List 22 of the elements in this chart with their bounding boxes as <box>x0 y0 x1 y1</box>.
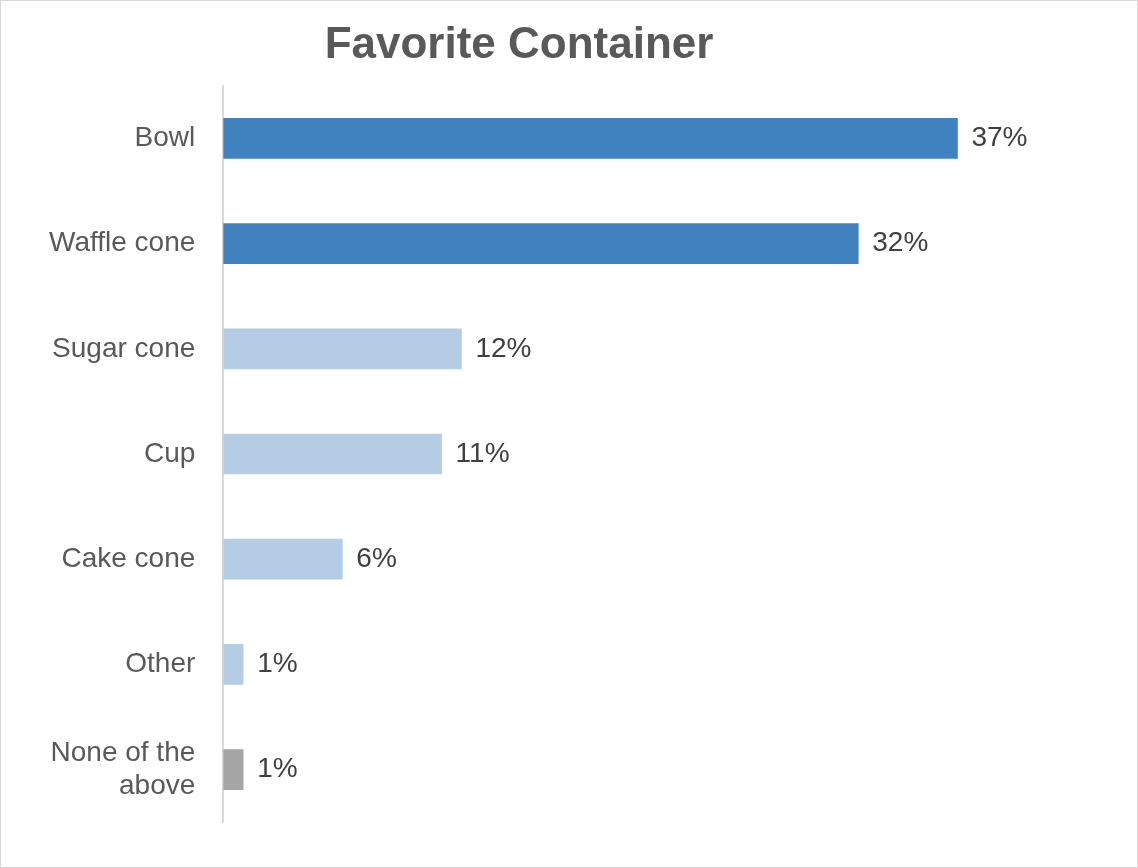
y-tick-label: None of the above <box>50 735 196 801</box>
data-label: 6% <box>356 541 397 573</box>
bar <box>223 118 958 159</box>
y-tick-label: Other <box>125 647 196 679</box>
bar <box>223 749 244 790</box>
bar <box>223 433 442 475</box>
chart-title: Favorite Container <box>324 17 714 67</box>
bar <box>223 538 343 580</box>
data-label: 11% <box>455 436 510 468</box>
data-label: 37% <box>971 121 1028 153</box>
data-label: 1% <box>257 647 298 679</box>
y-tick-label: Bowl <box>134 121 196 153</box>
y-tick-label: Cake cone <box>61 541 196 573</box>
data-label: 1% <box>257 752 298 784</box>
bar <box>223 328 462 370</box>
bar <box>223 223 859 264</box>
y-tick-label: Sugar cone <box>52 331 196 363</box>
y-tick-label: Cup <box>143 436 196 468</box>
bar <box>223 644 244 685</box>
data-label: 32% <box>872 226 929 258</box>
y-tick-label: Waffle cone <box>48 226 196 258</box>
data-label: 12% <box>475 331 532 363</box>
